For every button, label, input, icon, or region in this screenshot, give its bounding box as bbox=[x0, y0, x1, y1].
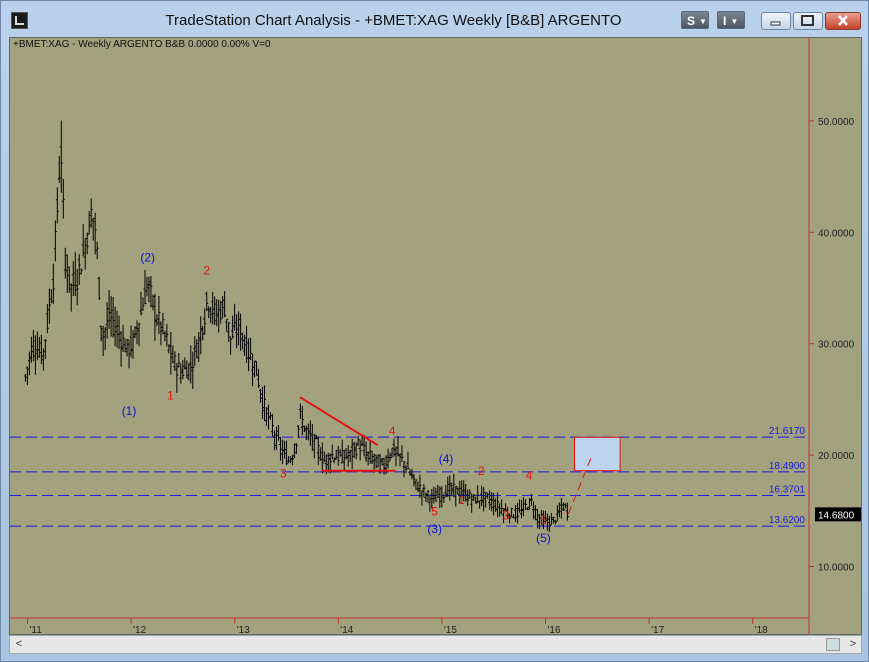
chart-area[interactable]: +BMET:XAG - Weekly ARGENTO B&B 0.0000 0.… bbox=[9, 37, 862, 635]
wave-label: 1 bbox=[167, 388, 174, 402]
y-tick-label: 10.0000 bbox=[818, 563, 855, 574]
maximize-button[interactable] bbox=[793, 12, 823, 30]
trendline bbox=[299, 396, 379, 446]
last-price-label: 14.6800 bbox=[818, 510, 855, 521]
x-tick-label: '13 bbox=[237, 625, 250, 634]
minimize-button[interactable] bbox=[761, 12, 791, 30]
wave-label: 4 bbox=[389, 424, 396, 438]
chevron-down-icon: ▼ bbox=[699, 17, 707, 26]
scroll-left-icon[interactable]: < bbox=[15, 638, 23, 650]
title-bar[interactable]: TradeStation Chart Analysis - +BMET:XAG … bbox=[1, 1, 869, 37]
wave-label: 2 bbox=[203, 264, 210, 278]
x-tick-label: '18 bbox=[755, 625, 768, 634]
x-tick-label: '14 bbox=[340, 625, 353, 634]
wave-label: 1 bbox=[458, 493, 465, 507]
maximize-icon bbox=[801, 15, 814, 26]
y-tick-label: 20.0000 bbox=[818, 451, 855, 462]
x-tick-label: '17 bbox=[651, 625, 664, 634]
y-tick-label: 30.0000 bbox=[818, 340, 855, 351]
wave-label: 3 bbox=[280, 466, 287, 480]
s-menu-button[interactable]: S ▼ bbox=[681, 11, 709, 29]
wave-label: 2 bbox=[478, 464, 485, 478]
wave-label: (1) bbox=[122, 404, 137, 418]
scroll-right-icon[interactable]: > bbox=[849, 638, 857, 650]
wave-label: 4 bbox=[526, 469, 533, 483]
x-tick-label: '12 bbox=[133, 625, 146, 634]
wave-label: (5) bbox=[536, 531, 551, 545]
minimize-icon bbox=[770, 21, 781, 26]
wave-label: 5 bbox=[540, 513, 547, 527]
close-icon bbox=[838, 15, 848, 26]
wave-label: 3 bbox=[503, 509, 510, 523]
y-tick-label: 40.0000 bbox=[818, 228, 855, 239]
close-button[interactable] bbox=[825, 12, 861, 30]
target-zone-box bbox=[574, 436, 621, 472]
last-price-marker bbox=[815, 507, 861, 522]
app-icon[interactable] bbox=[11, 12, 28, 29]
window-title: TradeStation Chart Analysis - +BMET:XAG … bbox=[165, 12, 622, 29]
fib-level-label: 21.6170 bbox=[769, 426, 806, 437]
projection-line bbox=[567, 454, 593, 515]
wave-label: (2) bbox=[140, 250, 155, 264]
wave-label: (4) bbox=[439, 452, 454, 466]
price-chart[interactable]: +BMET:XAG - Weekly ARGENTO B&B 0.0000 0.… bbox=[10, 38, 861, 634]
x-tick-label: '15 bbox=[444, 625, 457, 634]
s-menu-label: S bbox=[687, 14, 696, 28]
wave-label: 5 bbox=[431, 504, 438, 518]
fib-level-label: 18.4900 bbox=[769, 461, 806, 472]
scroll-thumb[interactable] bbox=[826, 638, 840, 651]
x-tick-label: '16 bbox=[548, 625, 561, 634]
chart-header: +BMET:XAG - Weekly ARGENTO B&B 0.0000 0.… bbox=[13, 39, 271, 50]
fib-level-label: 16.3701 bbox=[769, 485, 806, 496]
x-tick-label: '11 bbox=[30, 625, 43, 634]
fib-level-label: 13.6200 bbox=[769, 515, 806, 526]
y-tick-label: 50.0000 bbox=[818, 117, 855, 128]
i-menu-label: I bbox=[723, 14, 727, 28]
wave-label: (3) bbox=[427, 522, 442, 536]
i-menu-button[interactable]: I ▼ bbox=[717, 11, 745, 29]
chevron-down-icon: ▼ bbox=[730, 17, 739, 26]
horizontal-scrollbar[interactable]: < > bbox=[9, 635, 862, 654]
